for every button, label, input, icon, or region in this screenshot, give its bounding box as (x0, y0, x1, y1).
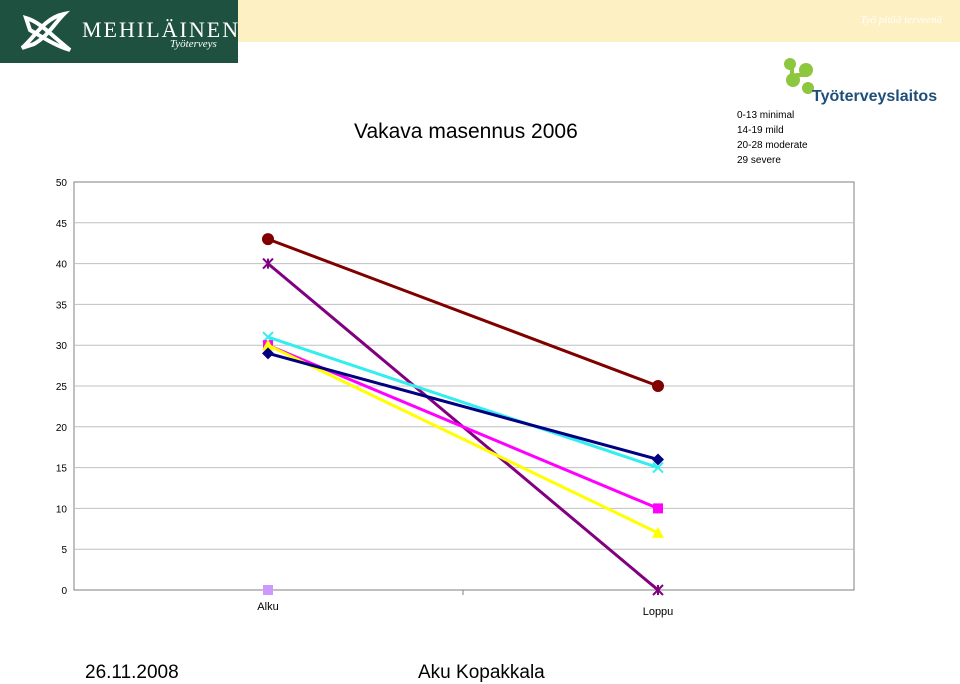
data-point (652, 526, 664, 538)
data-point (262, 339, 274, 351)
footer-author: Aku Kopakkala (418, 662, 545, 683)
brand-name: MEHILÄINEN (82, 17, 241, 42)
tyoterveyslaitos-logo-icon (784, 58, 814, 94)
footer-date: 26.11.2008 (85, 662, 179, 683)
data-point (263, 585, 273, 595)
y-tick-label: 10 (56, 504, 68, 515)
y-tick-label: 45 (56, 219, 68, 230)
severity-legend-item: 20-28 moderate (737, 140, 808, 151)
severity-legend-item: 14-19 mild (737, 125, 784, 136)
y-tick-label: 0 (61, 586, 67, 597)
series-line (267, 343, 659, 535)
y-tick-label: 25 (56, 382, 68, 393)
series-line (267, 351, 659, 461)
data-point (652, 584, 664, 596)
y-tick-label: 5 (61, 545, 67, 556)
tagline: Työ pitää terveenä (860, 14, 942, 26)
data-series (262, 339, 664, 538)
y-tick-label: 15 (56, 464, 68, 475)
y-tick-label: 35 (56, 300, 68, 311)
data-point (652, 380, 664, 392)
data-series (262, 331, 664, 474)
mehilainen-logo-icon (20, 10, 72, 52)
y-tick-label: 20 (56, 423, 68, 434)
gridlines (74, 222, 854, 550)
series-line (267, 237, 659, 388)
data-point (652, 453, 664, 466)
brand-sub: Työterveys (170, 38, 217, 50)
stray-marker (263, 585, 273, 595)
severity-legend-item: 0-13 minimal (737, 110, 795, 121)
series-line (267, 335, 659, 470)
mehilainen-logo: MEHILÄINEN Työterveys (0, 0, 238, 63)
data-point (262, 347, 274, 360)
partner-name: Työterveyslaitos (812, 88, 938, 105)
data-point (262, 233, 274, 246)
data-point (652, 461, 664, 474)
x-category-label: Alku (257, 601, 278, 613)
data-point (262, 257, 274, 270)
x-category-label: Loppu (643, 606, 674, 618)
data-point (653, 503, 663, 514)
y-tick-label: 30 (56, 341, 68, 352)
chart-title: Vakava masennus 2006 (354, 120, 578, 143)
severity-legend-item: 29 severe (737, 155, 781, 166)
data-series (262, 233, 664, 392)
data-series (262, 347, 664, 466)
severity-legend: 0-13 minimal 14-19 mild 20-28 moderate 2… (737, 108, 808, 168)
y-tick-label: 40 (56, 260, 68, 271)
series-group (262, 233, 664, 596)
y-tick-label: 50 (56, 178, 68, 189)
axes: 0 5 10 15 20 25 30 35 40 45 50 Alku Loppu (56, 178, 854, 618)
